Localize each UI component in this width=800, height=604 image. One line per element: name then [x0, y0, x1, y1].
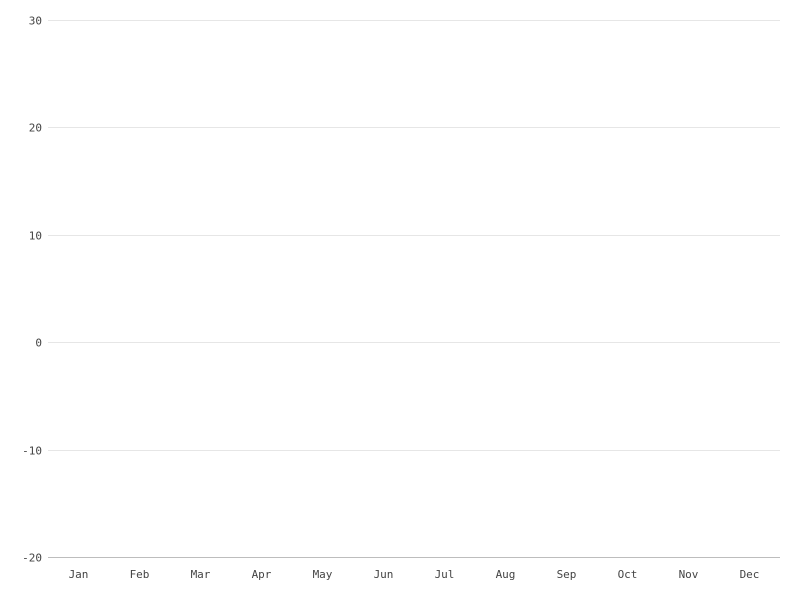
x-tick-label: Jun [374, 568, 394, 581]
x-tick-label: May [313, 568, 333, 581]
gridlines [48, 20, 780, 558]
x-tick-label: Mar [191, 568, 211, 581]
y-tick-label: 20 [29, 122, 42, 135]
y-tick-label: 10 [29, 230, 42, 243]
x-tick-label: Feb [130, 568, 150, 581]
x-tick-label: Apr [252, 568, 272, 581]
x-tick-label: Jan [69, 568, 89, 581]
y-tick-label: 30 [29, 15, 42, 28]
y-tick-label: 0 [35, 337, 42, 350]
x-tick-label: Jul [435, 568, 455, 581]
x-axis-tick-labels: Jan Feb Mar Apr May Jun Jul Aug Sep Oct Nov Dec [69, 568, 760, 581]
x-tick-label: Oct [618, 568, 638, 581]
x-tick-label: Nov [679, 568, 699, 581]
x-tick-label: Sep [557, 568, 577, 581]
y-tick-label: -10 [22, 445, 42, 458]
x-tick-label: Aug [496, 568, 516, 581]
y-tick-label: -20 [22, 552, 42, 565]
x-tick-label: Dec [740, 568, 760, 581]
y-axis-tick-labels: 30 20 10 0 -10 -20 [22, 15, 42, 565]
